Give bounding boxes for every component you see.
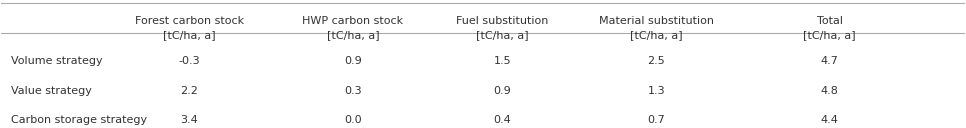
Text: 1.3: 1.3 bbox=[647, 87, 666, 97]
Text: Forest carbon stock
[tC/ha, a]: Forest carbon stock [tC/ha, a] bbox=[134, 16, 243, 40]
Text: Total
[tC/ha, a]: Total [tC/ha, a] bbox=[804, 16, 856, 40]
Text: 0.9: 0.9 bbox=[494, 87, 511, 97]
Text: 2.2: 2.2 bbox=[181, 87, 198, 97]
Text: HWP carbon stock
[tC/ha, a]: HWP carbon stock [tC/ha, a] bbox=[302, 16, 404, 40]
Text: 1.5: 1.5 bbox=[494, 56, 511, 66]
Text: 4.7: 4.7 bbox=[821, 56, 838, 66]
Text: 2.5: 2.5 bbox=[647, 56, 666, 66]
Text: 0.4: 0.4 bbox=[494, 115, 511, 125]
Text: 3.4: 3.4 bbox=[181, 115, 198, 125]
Text: Material substitution
[tC/ha, a]: Material substitution [tC/ha, a] bbox=[599, 16, 714, 40]
Text: 0.9: 0.9 bbox=[344, 56, 362, 66]
Text: Fuel substitution
[tC/ha, a]: Fuel substitution [tC/ha, a] bbox=[456, 16, 549, 40]
Text: Volume strategy: Volume strategy bbox=[11, 56, 102, 66]
Text: 4.8: 4.8 bbox=[821, 87, 838, 97]
Text: 0.0: 0.0 bbox=[344, 115, 362, 125]
Text: Carbon storage strategy: Carbon storage strategy bbox=[11, 115, 147, 125]
Text: 0.3: 0.3 bbox=[344, 87, 362, 97]
Text: Value strategy: Value strategy bbox=[11, 87, 92, 97]
Text: 4.4: 4.4 bbox=[821, 115, 838, 125]
Text: 0.7: 0.7 bbox=[647, 115, 666, 125]
Text: -0.3: -0.3 bbox=[179, 56, 200, 66]
